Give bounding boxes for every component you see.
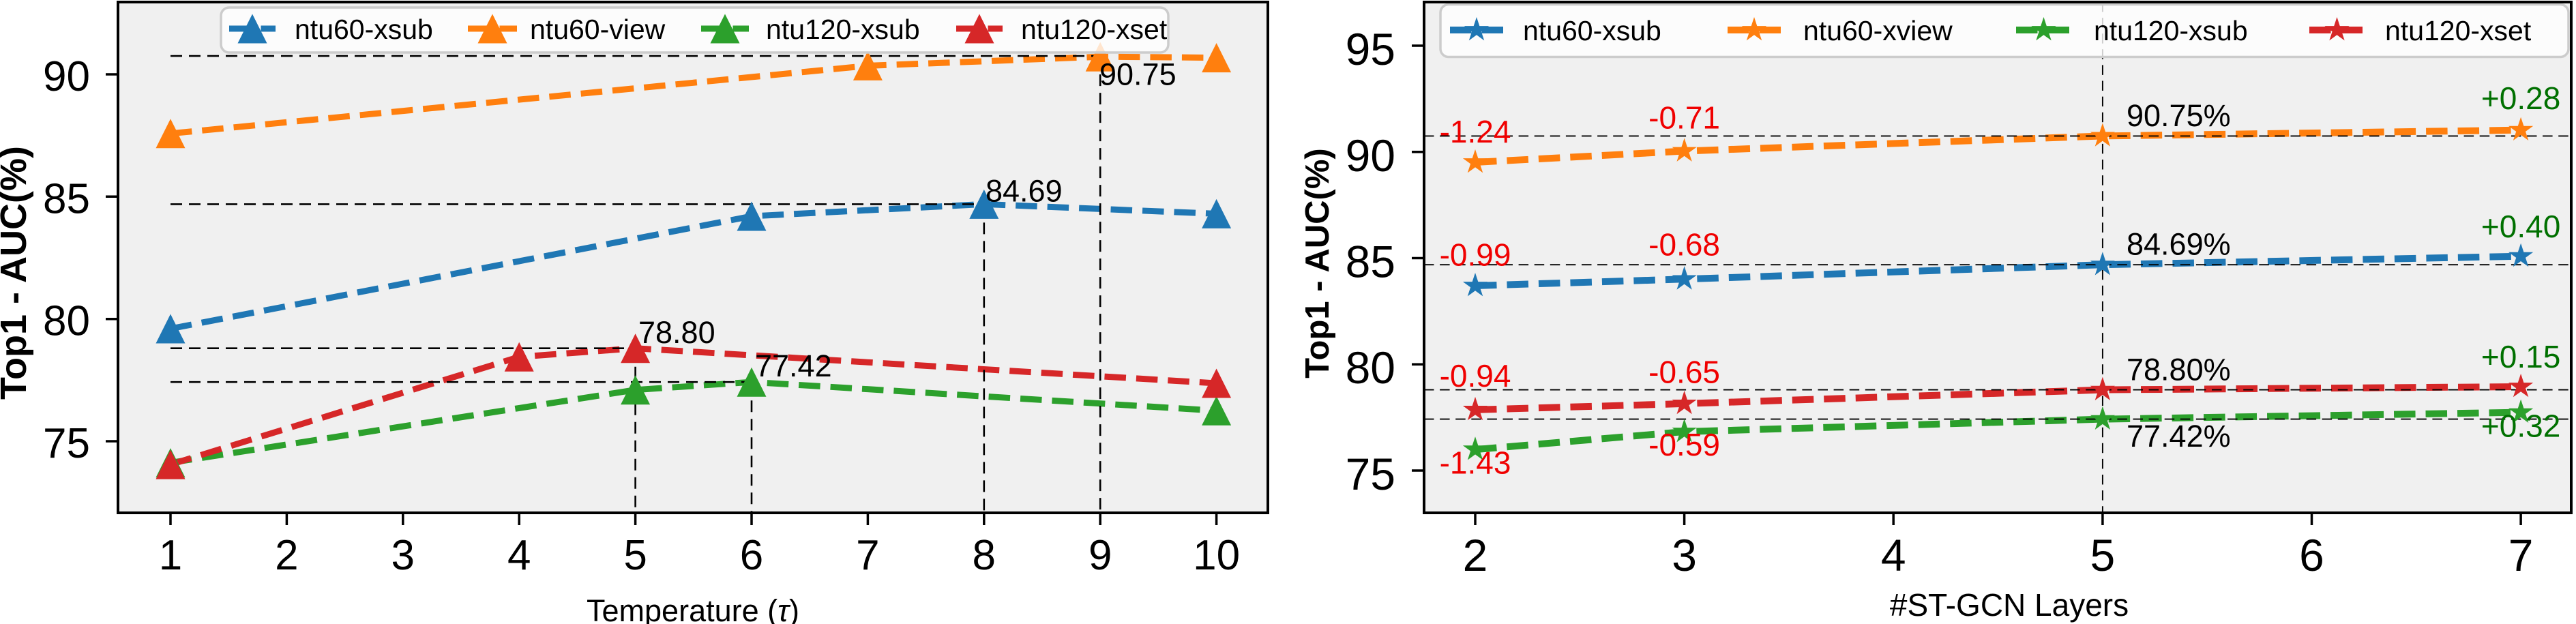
svg-text:9: 9 bbox=[1089, 532, 1112, 579]
svg-text:3: 3 bbox=[1672, 530, 1697, 580]
svg-text:2: 2 bbox=[275, 532, 298, 579]
svg-text:90: 90 bbox=[1346, 130, 1395, 181]
svg-text:4: 4 bbox=[1881, 530, 1906, 580]
svg-text:85: 85 bbox=[1346, 237, 1395, 287]
svg-text:4: 4 bbox=[507, 532, 531, 579]
svg-text:-0.99: -0.99 bbox=[1440, 237, 1511, 272]
svg-text:90.75: 90.75 bbox=[1099, 57, 1176, 92]
svg-text:84.69%: 84.69% bbox=[2127, 227, 2231, 262]
svg-text:90.75%: 90.75% bbox=[2127, 98, 2231, 133]
svg-text:-0.94: -0.94 bbox=[1440, 358, 1511, 393]
svg-text:ntu120-xset: ntu120-xset bbox=[1021, 14, 1168, 45]
svg-text:78.80: 78.80 bbox=[638, 315, 715, 350]
svg-text:ntu120-xsub: ntu120-xsub bbox=[2094, 15, 2248, 46]
svg-text:6: 6 bbox=[2299, 530, 2324, 580]
svg-text:80: 80 bbox=[43, 298, 90, 345]
svg-text:+0.40: +0.40 bbox=[2481, 209, 2560, 244]
svg-text:8: 8 bbox=[973, 532, 996, 579]
svg-text:80: 80 bbox=[1346, 342, 1395, 393]
svg-text:85: 85 bbox=[43, 175, 90, 222]
svg-text:5: 5 bbox=[623, 532, 647, 579]
svg-text:-0.68: -0.68 bbox=[1648, 227, 1720, 263]
svg-text:2: 2 bbox=[1463, 530, 1488, 580]
svg-text:Temperature (τ): Temperature (τ) bbox=[587, 593, 799, 624]
svg-text:-0.59: -0.59 bbox=[1648, 427, 1720, 462]
svg-text:Top1 - AUC(%): Top1 - AUC(%) bbox=[0, 146, 34, 400]
svg-text:95: 95 bbox=[1346, 24, 1395, 74]
svg-text:ntu60-xview: ntu60-xview bbox=[1803, 15, 1953, 46]
svg-text:ntu60-xsub: ntu60-xsub bbox=[1523, 15, 1661, 46]
svg-text:ntu60-xsub: ntu60-xsub bbox=[295, 14, 433, 45]
svg-text:6: 6 bbox=[740, 532, 763, 579]
svg-text:7: 7 bbox=[2508, 530, 2534, 580]
svg-text:78.80%: 78.80% bbox=[2127, 353, 2231, 387]
svg-text:1: 1 bbox=[159, 532, 182, 579]
svg-text:#ST-GCN Layers: #ST-GCN Layers bbox=[1890, 587, 2129, 623]
svg-text:10: 10 bbox=[1193, 532, 1240, 579]
svg-text:75: 75 bbox=[43, 420, 90, 467]
svg-text:-1.24: -1.24 bbox=[1440, 114, 1511, 149]
svg-text:ntu60-view: ntu60-view bbox=[530, 14, 666, 45]
svg-text:77.42: 77.42 bbox=[755, 348, 832, 383]
svg-text:ntu120-xsub: ntu120-xsub bbox=[766, 14, 920, 45]
svg-text:84.69: 84.69 bbox=[986, 173, 1063, 208]
svg-text:+0.32: +0.32 bbox=[2481, 408, 2560, 444]
svg-text:+0.28: +0.28 bbox=[2481, 80, 2560, 116]
svg-text:3: 3 bbox=[391, 532, 415, 579]
svg-text:5: 5 bbox=[2090, 530, 2116, 580]
svg-text:-0.71: -0.71 bbox=[1648, 100, 1720, 136]
svg-text:Top1 - AUC(%): Top1 - AUC(%) bbox=[1299, 148, 1336, 378]
svg-text:75: 75 bbox=[1346, 449, 1395, 499]
svg-text:77.42%: 77.42% bbox=[2127, 419, 2231, 454]
svg-text:7: 7 bbox=[856, 532, 879, 579]
svg-text:-1.43: -1.43 bbox=[1440, 445, 1511, 481]
svg-text:+0.15: +0.15 bbox=[2481, 339, 2560, 374]
svg-text:-0.65: -0.65 bbox=[1648, 354, 1720, 389]
svg-text:90: 90 bbox=[43, 53, 90, 100]
svg-text:ntu120-xset: ntu120-xset bbox=[2385, 15, 2532, 46]
